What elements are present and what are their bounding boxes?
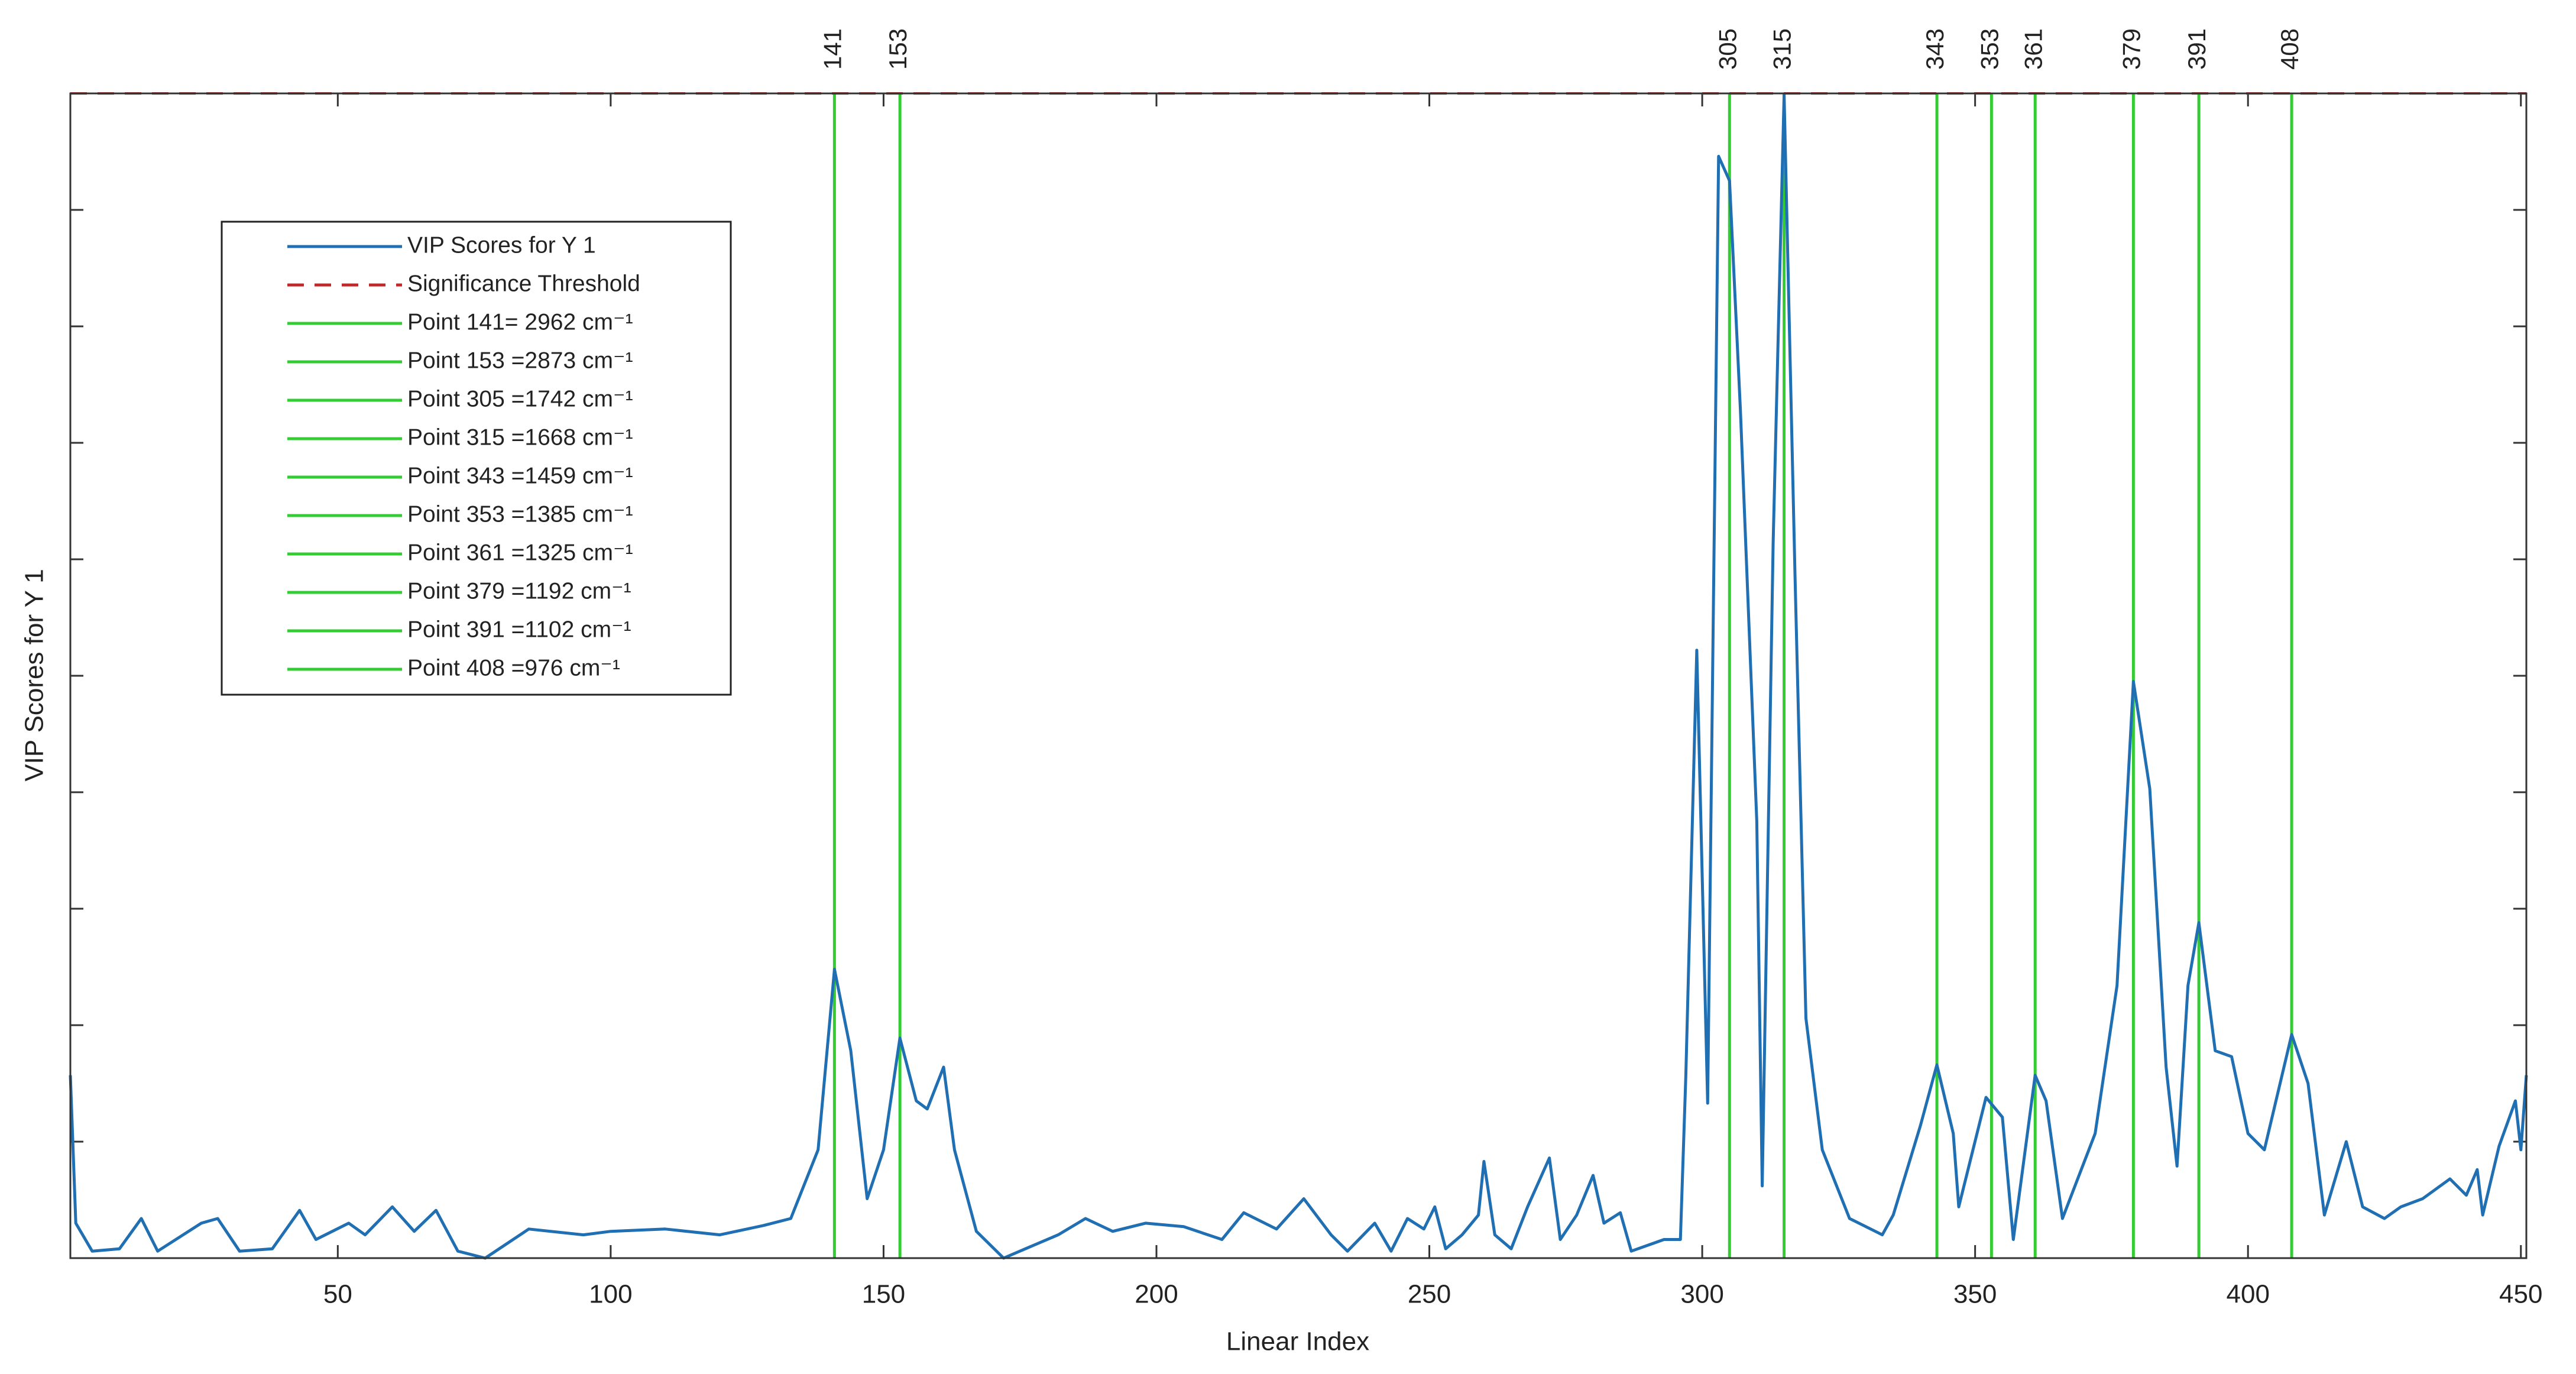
legend-label: Significance Threshold — [407, 271, 640, 296]
x-tick-label: 300 — [1680, 1280, 1723, 1309]
legend-label: Point 353 =1385 cm⁻¹ — [407, 501, 633, 527]
axes-frame — [69, 92, 2528, 1259]
legend-label: Point 315 =1668 cm⁻¹ — [407, 424, 633, 450]
marker-label: 141 — [818, 28, 846, 70]
legend-box — [221, 221, 732, 696]
legend-label: Point 391 =1102 cm⁻¹ — [407, 617, 631, 642]
marker-label: 361 — [2019, 28, 2047, 70]
marker-label: 379 — [2117, 28, 2145, 70]
marker-label: 391 — [2183, 28, 2211, 70]
marker-label: 315 — [1768, 28, 1796, 70]
y-axis-label: VIP Scores for Y 1 — [20, 569, 49, 782]
marker-label: 353 — [1975, 28, 2003, 70]
x-tick-label: 50 — [323, 1280, 352, 1309]
x-tick-label: 450 — [2499, 1280, 2542, 1309]
marker-label: 153 — [884, 28, 912, 70]
x-tick-label: 100 — [589, 1280, 632, 1309]
series-line — [69, 93, 2528, 1260]
legend-label: VIP Scores for Y 1 — [407, 232, 596, 258]
legend-label: Point 141= 2962 cm⁻¹ — [407, 309, 633, 335]
x-tick-label: 400 — [2227, 1280, 2270, 1309]
legend-label: Point 343 =1459 cm⁻¹ — [407, 463, 633, 488]
x-tick-label: 200 — [1135, 1280, 1178, 1309]
legend: VIP Scores for Y 1 Significance Threshold… — [221, 221, 732, 696]
x-tick-label: 250 — [1408, 1280, 1451, 1309]
marker-label: 305 — [1713, 28, 1741, 70]
legend-label: Point 379 =1192 cm⁻¹ — [407, 578, 631, 604]
legend-label: Point 305 =1742 cm⁻¹ — [407, 386, 633, 411]
legend-label: Point 408 =976 cm⁻¹ — [407, 655, 620, 680]
legend-label: Point 153 =2873 cm⁻¹ — [407, 348, 633, 373]
x-tick-label: 150 — [862, 1280, 905, 1309]
x-tick-label: 350 — [1953, 1280, 1997, 1309]
legend-label: Point 361 =1325 cm⁻¹ — [407, 540, 633, 565]
marker-label: 343 — [1921, 28, 1949, 70]
x-axis-label: Linear Index — [1226, 1327, 1369, 1356]
marker-label: 408 — [2276, 28, 2303, 70]
